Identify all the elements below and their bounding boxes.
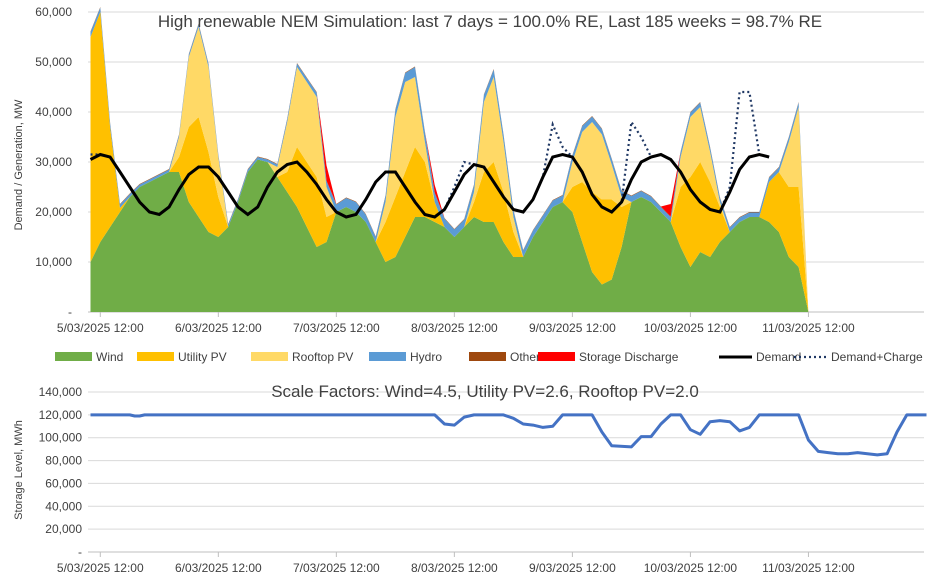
top-y-tick-label: 30,000 bbox=[35, 155, 72, 169]
top-y-axis-title: Demand / Generation, MW bbox=[13, 99, 25, 230]
bottom-y-tick-label: 60,000 bbox=[45, 476, 82, 490]
legend-label-demand: Demand bbox=[756, 350, 801, 364]
legend-label-hydro: Hydro bbox=[410, 350, 442, 364]
bottom-y-tick-labels: - 20,000 40,000 60,000 80,000 100,000 120,000 1… bbox=[39, 385, 83, 559]
top-y-tick-labels: - 10,000 20,000 30,000 40,000 50,000 60,000 bbox=[35, 5, 72, 319]
top-x-tick-label: 5/03/2025 12:00 bbox=[57, 321, 144, 335]
top-x-tick-label: 7/03/2025 12:00 bbox=[293, 321, 380, 335]
top-x-tick-label: 10/03/2025 12:00 bbox=[644, 321, 738, 335]
legend-swatch-wind bbox=[55, 352, 92, 361]
area-rooftop-pv bbox=[90, 12, 927, 312]
bottom-x-tick-label: 5/03/2025 12:00 bbox=[57, 561, 144, 575]
legend-label-rooftop-pv: Rooftop PV bbox=[292, 350, 353, 364]
bottom-y-tick-label: 140,000 bbox=[39, 385, 83, 399]
area-wind bbox=[90, 159, 927, 312]
bottom-x-tick-labels: 5/03/2025 12:00 6/03/2025 12:00 7/03/2025 … bbox=[57, 552, 855, 575]
legend-label-wind: Wind bbox=[96, 350, 123, 364]
legend-swatch-other bbox=[469, 352, 506, 361]
bottom-x-tick-label: 9/03/2025 12:00 bbox=[529, 561, 616, 575]
legend-swatch-rooftop-pv bbox=[251, 352, 288, 361]
top-x-tick-label: 9/03/2025 12:00 bbox=[529, 321, 616, 335]
top-y-tick-label: 20,000 bbox=[35, 205, 72, 219]
top-y-tick-label: - bbox=[68, 305, 72, 319]
legend-label-storage-discharge: Storage Discharge bbox=[579, 350, 679, 364]
legend-label-demand-charge: Demand+Charge bbox=[831, 350, 923, 364]
top-x-tick-label: 6/03/2025 12:00 bbox=[175, 321, 262, 335]
bottom-x-tick-label: 8/03/2025 12:00 bbox=[411, 561, 498, 575]
top-x-tick-labels: 5/03/2025 12:00 6/03/2025 12:00 7/03/2025 … bbox=[57, 312, 855, 335]
legend-label-other: Other bbox=[510, 350, 540, 364]
bottom-x-tick-label: 10/03/2025 12:00 bbox=[644, 561, 738, 575]
legend-swatch-storage-discharge bbox=[538, 352, 575, 361]
bottom-y-tick-label: 100,000 bbox=[39, 431, 83, 445]
bottom-y-tick-label: 120,000 bbox=[39, 408, 83, 422]
bottom-y-axis-title: Storage Level, MWh bbox=[13, 420, 25, 520]
bottom-x-tick-label: 6/03/2025 12:00 bbox=[175, 561, 262, 575]
line-demand bbox=[89, 152, 770, 219]
top-y-tick-label: 10,000 bbox=[35, 255, 72, 269]
line-storage-level bbox=[90, 413, 927, 457]
top-y-tick-label: 50,000 bbox=[35, 55, 72, 69]
top-y-tick-label: 60,000 bbox=[35, 5, 72, 19]
top-area-series bbox=[90, 7, 927, 312]
bottom-line-series bbox=[90, 413, 927, 457]
bottom-y-tick-label: - bbox=[78, 545, 82, 559]
legend: Wind Utility PV Rooftop PV Hydro Other Storag… bbox=[55, 350, 923, 364]
top-chart-title: High renewable NEM Simulation: last 7 da… bbox=[158, 12, 822, 31]
bottom-y-tick-label: 40,000 bbox=[45, 499, 82, 513]
bottom-x-tick-label: 11/03/2025 12:00 bbox=[762, 561, 855, 575]
bottom-y-tick-label: 20,000 bbox=[45, 522, 82, 536]
top-x-tick-label: 11/03/2025 12:00 bbox=[762, 321, 855, 335]
legend-swatch-utility-pv bbox=[137, 352, 174, 361]
bottom-chart-title: Scale Factors: Wind=4.5, Utility PV=2.6,… bbox=[271, 382, 699, 401]
legend-swatch-hydro bbox=[369, 352, 406, 361]
area-utility-pv bbox=[90, 12, 927, 312]
top-line-series bbox=[89, 90, 770, 219]
bottom-y-tick-label: 80,000 bbox=[45, 454, 82, 468]
legend-label-utility-pv: Utility PV bbox=[178, 350, 227, 364]
top-x-tick-label: 8/03/2025 12:00 bbox=[411, 321, 498, 335]
top-y-tick-label: 40,000 bbox=[35, 105, 72, 119]
bottom-x-tick-label: 7/03/2025 12:00 bbox=[293, 561, 380, 575]
